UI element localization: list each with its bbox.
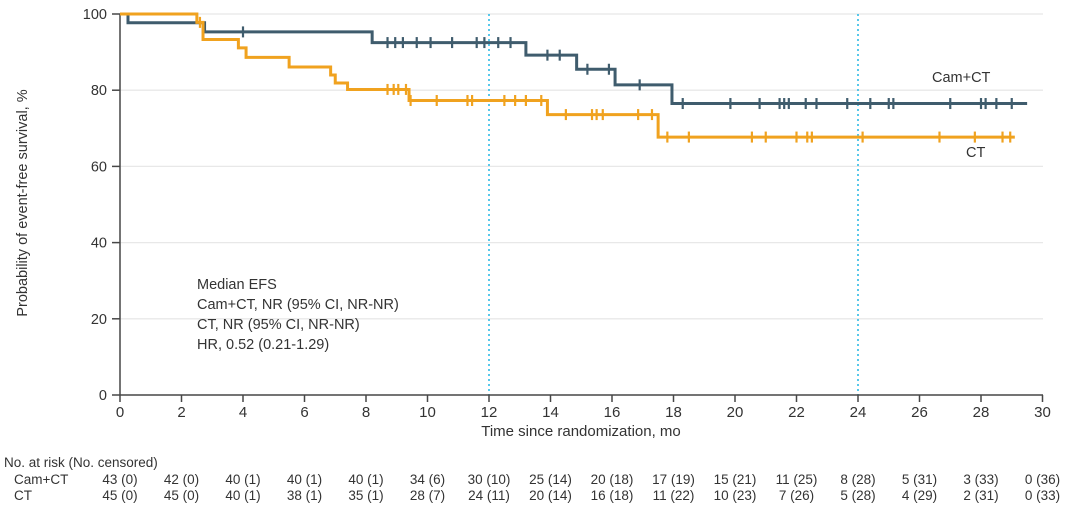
risk-cell: 7 (26) (778, 488, 815, 503)
risk-cell: 0 (33) (1024, 488, 1061, 503)
annotation-median-efs: Median EFS (197, 277, 277, 293)
tick-label: 18 (665, 404, 682, 421)
tick-label: 8 (362, 404, 370, 421)
risk-cell: 16 (18) (590, 488, 634, 503)
tick-label: 10 (419, 404, 436, 421)
risk-cell: 25 (14) (529, 472, 572, 487)
km-curve-ct (120, 12, 1015, 139)
x-axis-title: Time since randomization, mo (481, 423, 681, 440)
risk-cell: 43 (0) (102, 472, 138, 487)
tick-label: 80 (91, 83, 107, 99)
tick-label: 0 (99, 388, 107, 404)
tick-label: 28 (973, 404, 990, 421)
risk-cell: 30 (10) (467, 472, 511, 487)
risk-cell: 0 (36) (1024, 472, 1061, 487)
risk-cell: 11 (22) (652, 488, 695, 503)
risk-cell: 42 (0) (163, 472, 200, 487)
tick-label: 16 (604, 404, 621, 421)
risk-cell: 17 (19) (652, 472, 695, 487)
tick-label: 20 (727, 404, 744, 421)
tick-label: 24 (850, 404, 867, 421)
tick-label: 2 (177, 404, 185, 421)
risk-cell: 45 (0) (102, 488, 138, 503)
tick-label: 40 (91, 236, 107, 252)
risk-cell: 20 (18) (590, 472, 634, 487)
median-efs-annotation: Median EFS Cam+CT, NR (95% CI, NR-NR) CT… (197, 275, 399, 355)
tick-label: 14 (542, 404, 559, 421)
tick-label: 0 (116, 404, 124, 421)
curve-label-cam-ct: Cam+CT (932, 70, 991, 86)
annotation-ct: CT, NR (95% CI, NR-NR) (197, 317, 360, 333)
risk-cell: 5 (28) (840, 488, 876, 503)
risk-cell: 8 (28) (840, 472, 876, 487)
risk-cell: 38 (1) (286, 488, 323, 503)
risk-cell: 24 (11) (468, 488, 510, 503)
risk-cell: 3 (33) (963, 472, 999, 487)
tick-label: 4 (239, 404, 247, 421)
risk-cell: 5 (31) (901, 472, 938, 487)
curve-label-ct: CT (966, 145, 986, 161)
risk-cell: 35 (1) (348, 488, 384, 503)
risk-cell: 45 (0) (163, 488, 200, 503)
risk-cell: 11 (25) (775, 472, 818, 487)
annotation-cam-ct: Cam+CT, NR (95% CI, NR-NR) (197, 297, 399, 313)
tick-label: 22 (788, 404, 805, 421)
risk-table-header: No. at risk (No. censored) (4, 455, 158, 470)
risk-cell: 15 (21) (713, 472, 757, 487)
risk-cell: 2 (31) (963, 488, 999, 503)
tick-label: 20 (91, 312, 107, 328)
annotation-hr: HR, 0.52 (0.21-1.29) (197, 337, 330, 353)
risk-cell: 10 (23) (713, 488, 757, 503)
risk-row-label-ct: CT (14, 488, 32, 503)
tick-label: 12 (481, 404, 498, 421)
y-axis-title: Probability of event-free survival, % (15, 89, 31, 317)
tick-label: 100 (83, 7, 107, 23)
km-curve-cam-ct (120, 12, 1028, 106)
risk-cell: 20 (14) (529, 488, 572, 503)
risk-cell: 28 (7) (409, 488, 446, 503)
tick-label: 26 (911, 404, 928, 421)
tick-label: 6 (300, 404, 308, 421)
risk-cell: 40 (1) (225, 488, 261, 503)
risk-cell: 40 (1) (225, 472, 261, 487)
tick-label: 60 (91, 159, 107, 175)
risk-cell: 40 (1) (348, 472, 384, 487)
risk-cell: 34 (6) (409, 472, 446, 487)
risk-cell: 40 (1) (286, 472, 323, 487)
risk-row-label-cam-ct: Cam+CT (14, 472, 69, 487)
tick-label: 30 (1034, 404, 1051, 421)
risk-cell: 4 (29) (901, 488, 938, 503)
